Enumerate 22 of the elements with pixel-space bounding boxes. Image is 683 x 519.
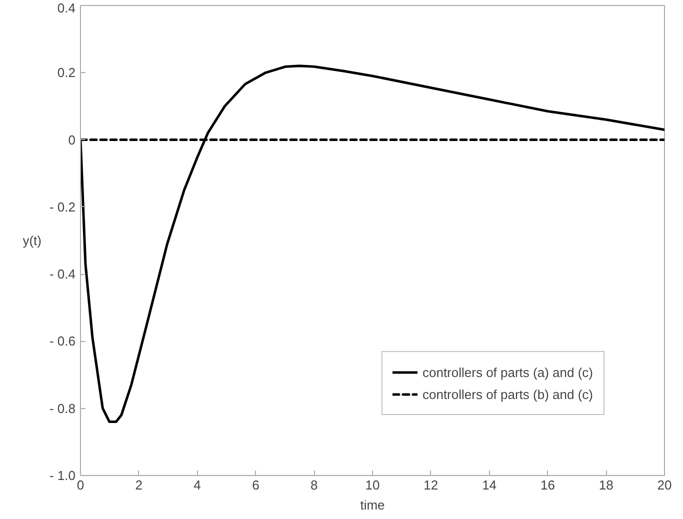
y-tick-label: 0 xyxy=(68,132,76,148)
y-tick-label: - 0.6 xyxy=(49,334,76,349)
x-tick-label: 20 xyxy=(657,478,672,492)
x-tick-label: 12 xyxy=(424,478,438,492)
legend-label: controllers of parts (b) and (c) xyxy=(422,386,593,402)
x-tick-label: 6 xyxy=(252,478,260,492)
x-tick-label: 2 xyxy=(135,478,143,492)
y-tick-label: - 0.2 xyxy=(49,199,76,214)
x-tick-label: 10 xyxy=(365,478,380,492)
x-tick-label: 16 xyxy=(540,478,555,492)
y-tick-label: 0.4 xyxy=(57,0,76,16)
x-tick-label: 14 xyxy=(482,478,497,492)
y-tick-label: - 0.8 xyxy=(49,400,76,416)
x-tick-label: 8 xyxy=(310,478,318,492)
x-tick-label: 18 xyxy=(598,478,614,492)
legend-label: controllers of parts (a) and (c) xyxy=(422,364,593,380)
y-tick-label: - 1.0 xyxy=(49,468,76,483)
x-tick-label: 4 xyxy=(194,478,201,492)
y-tick-label: 0.2 xyxy=(57,65,76,80)
y-tick-label: - 0.4 xyxy=(49,266,76,282)
x-axis-title: time xyxy=(360,498,385,512)
y-axis-title: y(t) xyxy=(22,233,42,248)
